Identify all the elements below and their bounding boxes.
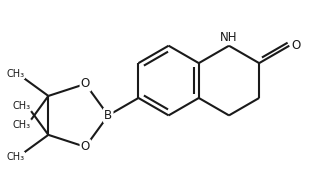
- Text: NH: NH: [220, 31, 238, 44]
- Text: CH₃: CH₃: [13, 120, 31, 130]
- Text: CH₃: CH₃: [6, 152, 24, 162]
- Text: CH₃: CH₃: [13, 101, 31, 111]
- Text: B: B: [104, 109, 112, 122]
- Text: O: O: [81, 140, 90, 153]
- Text: O: O: [81, 77, 90, 90]
- Text: O: O: [291, 39, 300, 52]
- Text: CH₃: CH₃: [6, 69, 24, 79]
